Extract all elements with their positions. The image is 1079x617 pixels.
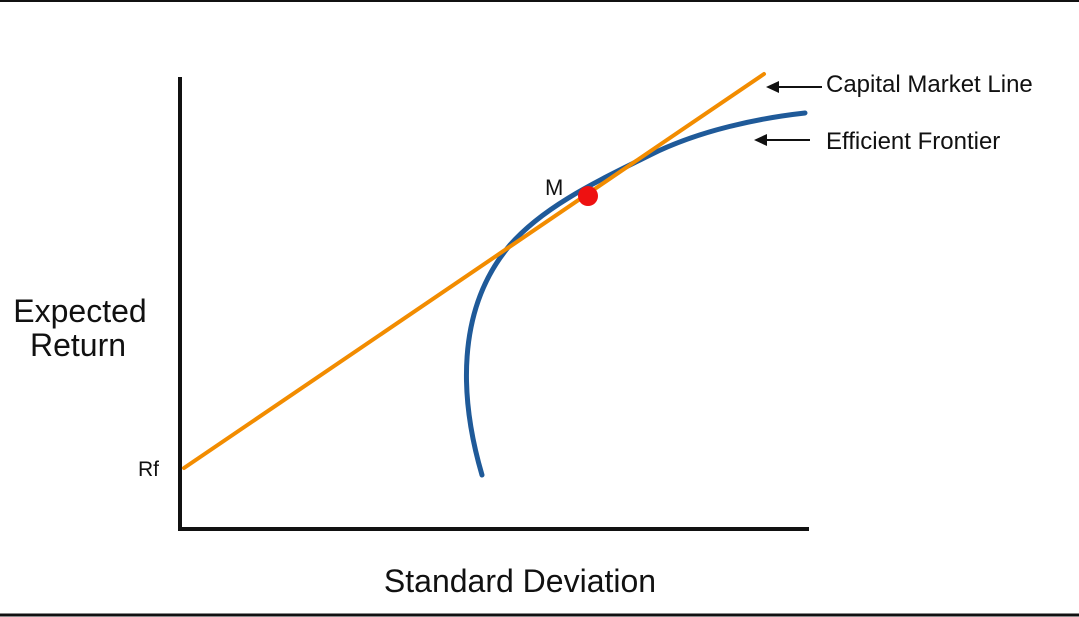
frontier-arrow xyxy=(754,134,810,146)
cml-arrow xyxy=(766,81,822,93)
efficient-frontier-label: Efficient Frontier xyxy=(826,128,1000,155)
market-point-label: M xyxy=(545,175,563,200)
cml-label: Capital Market Line xyxy=(826,71,1033,98)
rf-label: Rf xyxy=(138,458,159,481)
market-portfolio-point xyxy=(578,186,598,206)
y-axis-label-line2: Return xyxy=(30,327,126,363)
y-axis-label-line1: Expected xyxy=(13,293,146,329)
x-axis-label: Standard Deviation xyxy=(384,563,656,599)
efficient-frontier-curve xyxy=(463,110,808,478)
capital-market-line xyxy=(182,72,766,470)
